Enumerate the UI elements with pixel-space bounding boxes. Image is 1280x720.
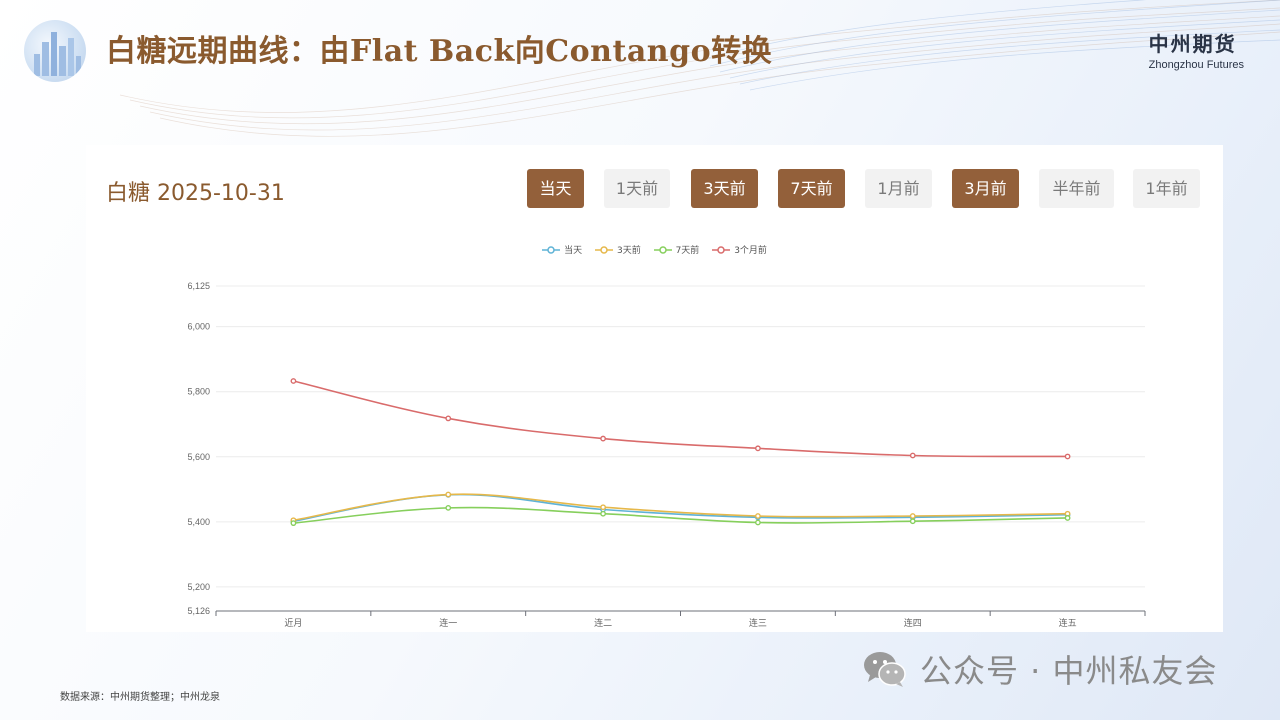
x-tick-label: 近月 (284, 617, 302, 629)
legend-item-3m[interactable]: 3个月前 (712, 243, 767, 256)
data-point (1064, 515, 1071, 521)
brand-name-en: Zhongzhou Futures (1148, 59, 1244, 71)
legend-label: 3个月前 (734, 246, 767, 256)
y-tick-label: 5,400 (187, 517, 210, 527)
legend-item-today[interactable]: 当天 (542, 243, 582, 256)
data-point (600, 435, 606, 442)
brand-name-cn: 中州期货 (1148, 32, 1237, 56)
x-tick-label: 连三 (749, 617, 767, 629)
data-point (755, 519, 761, 526)
range-button-1m[interactable]: 1月前 (865, 169, 932, 208)
chart-legend: 当天 3天前 7天前 3个月前 (86, 243, 1223, 257)
series-line-1 (293, 493, 1068, 522)
watermark-text: 公众号 · 中州私友会 (920, 652, 1218, 690)
data-point (909, 513, 916, 519)
chart-panel: 白糖 2025-10-31 当天 1天前 3天前 7天前 1月前 3月前 半年前… (86, 145, 1223, 632)
y-tick-label: 5,126 (187, 606, 210, 616)
data-point (290, 378, 297, 384)
x-tick-label: 连五 (1059, 617, 1077, 629)
range-button-1d[interactable]: 1天前 (604, 169, 670, 208)
y-tick-label: 6,125 (187, 281, 210, 291)
series-line-3 (293, 380, 1068, 458)
legend-item-7d[interactable]: 7天前 (653, 243, 700, 256)
panel-title: 白糖 2025-10-31 (106, 181, 285, 206)
data-point (1064, 453, 1071, 460)
legend-marker-icon (653, 245, 672, 254)
range-button-3d[interactable]: 3天前 (691, 169, 758, 208)
x-tick-label: 连一 (439, 617, 457, 629)
y-tick-label: 5,200 (187, 582, 210, 592)
legend-label: 7天前 (675, 246, 700, 256)
range-button-7d[interactable]: 7天前 (778, 169, 845, 208)
brand-logo: 中州期货 Zhongzhou Futures (1149, 28, 1244, 71)
x-tick-label: 连二 (594, 617, 612, 629)
data-point (445, 504, 452, 511)
legend-label: 当天 (564, 246, 583, 256)
legend-label: 3天前 (616, 246, 641, 256)
wechat-watermark: 公众号 · 中州私友会 (862, 646, 1218, 692)
data-point (290, 520, 297, 527)
city-logo-emblem (24, 20, 86, 82)
legend-marker-icon (712, 245, 731, 254)
data-point (755, 513, 761, 519)
series-line-2 (293, 506, 1068, 524)
legend-item-3d[interactable]: 3天前 (594, 243, 641, 256)
y-tick-label: 5,800 (187, 387, 210, 397)
forward-curve-chart: 6,125 6,000 5,800 5,600 5,400 5,200 5,126 近月 连一 连… (187, 281, 1146, 629)
x-tick-label: 连四 (904, 617, 922, 629)
data-point (909, 452, 916, 459)
data-point (600, 504, 606, 511)
y-tick-label: 5,600 (187, 452, 210, 462)
data-point (445, 491, 452, 498)
wechat-icon (864, 652, 906, 687)
slide-title: 白糖远期曲线：由Flat Back向Contango转换 (106, 34, 773, 69)
range-button-1y[interactable]: 1年前 (1133, 169, 1200, 208)
range-button-today[interactable]: 当天 (527, 169, 584, 208)
range-button-6m[interactable]: 半年前 (1039, 169, 1114, 208)
data-point (909, 518, 916, 525)
data-point (445, 415, 452, 422)
data-point (755, 445, 761, 452)
data-source-note: 数据来源：中州期货整理；中州龙泉 (60, 692, 220, 703)
data-point (600, 510, 606, 517)
y-tick-label: 6,000 (187, 322, 210, 332)
legend-marker-icon (594, 245, 613, 254)
legend-marker-icon (542, 245, 561, 254)
range-button-3m[interactable]: 3月前 (952, 169, 1019, 208)
